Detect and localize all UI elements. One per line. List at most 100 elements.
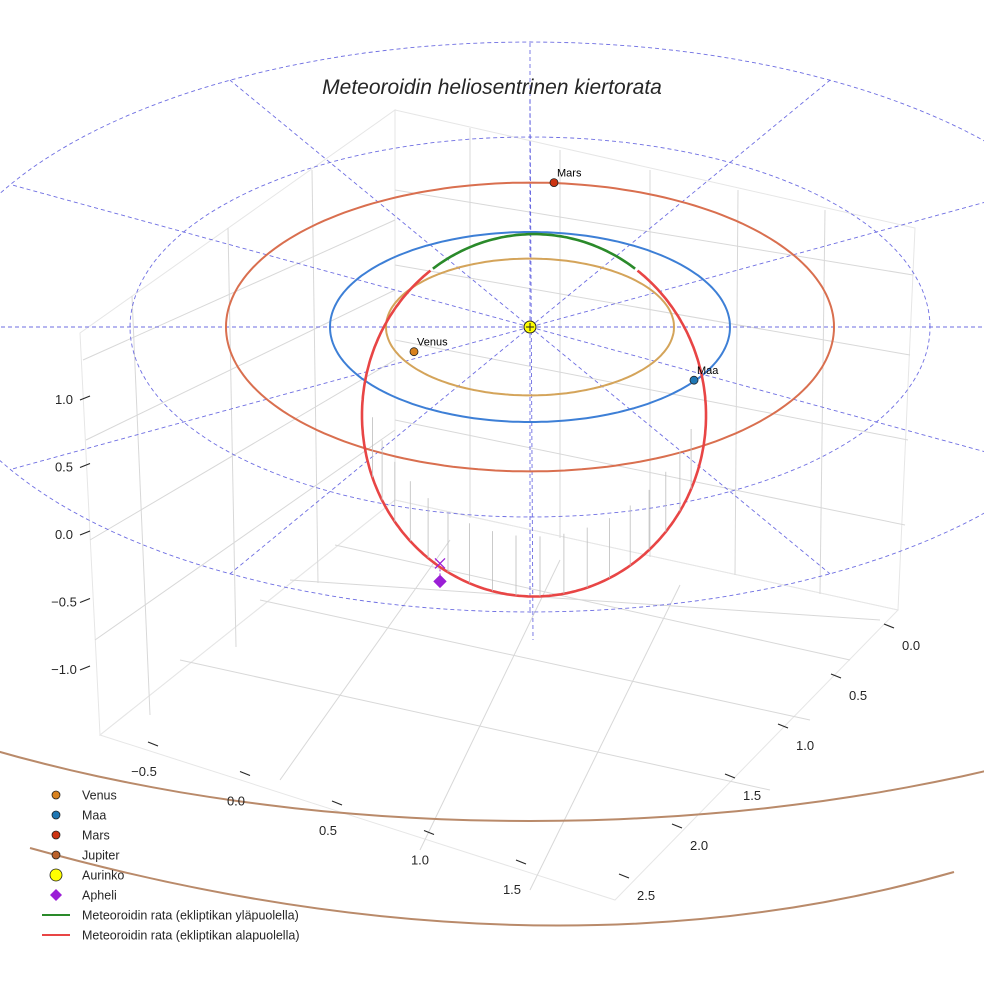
grid-floor-a xyxy=(179,659,771,791)
grid-left-horizontal xyxy=(94,429,396,641)
legend: Venus Maa Mars Jupiter Aurinko Apheli Meteoroi… xyxy=(42,789,299,943)
ecliptic-circle xyxy=(129,136,931,518)
y-axis-tick xyxy=(724,773,736,779)
grid-left-vertical xyxy=(131,295,151,716)
z-axis-tick-label: −0.5 xyxy=(51,595,77,610)
aphelion-projection-marker xyxy=(434,557,446,569)
x-axis-tick xyxy=(423,829,435,836)
ecliptic-spoke xyxy=(229,326,531,575)
pane-floor xyxy=(98,499,899,901)
y-axis-tick-label: 2.5 xyxy=(637,888,655,903)
z-axis-tick xyxy=(79,462,91,469)
grid-right-horizontal xyxy=(394,189,914,276)
planet-label-mars: Mars xyxy=(557,168,582,180)
y-axis-tick xyxy=(883,623,895,629)
x-axis-tick-label: 1.0 xyxy=(411,853,429,868)
grid-floor-a xyxy=(259,599,811,721)
legend-label: Mars xyxy=(82,829,110,843)
x-axis-tick-label: 0.5 xyxy=(319,823,337,838)
axis-ticks: −0.5 0.0 0.5 1.0 1.5 0.0 0.5 1.0 1.5 2.0 2.5 −1.0 −0… xyxy=(51,392,920,903)
grid-left-horizontal xyxy=(82,219,396,361)
z-axis-tick-label: 0.5 xyxy=(55,460,73,475)
meteoroid-orbit-above xyxy=(432,232,636,270)
planet-marker-mars xyxy=(549,178,559,188)
grid-left-horizontal xyxy=(89,359,396,541)
y-axis-tick-label: 2.0 xyxy=(690,838,708,853)
planet-marker-maa xyxy=(689,375,699,385)
ecliptic-spoke xyxy=(10,326,531,470)
orbit-markers: Venus Maa Mars xyxy=(409,168,719,589)
planet-label-maa: Maa xyxy=(697,365,719,377)
legend-label: Meteoroidin rata (ekliptikan yläpuolella… xyxy=(82,909,299,923)
z-axis-tick-label: 1.0 xyxy=(55,392,73,407)
grid-floor-b xyxy=(419,559,561,851)
legend-marker xyxy=(51,830,61,840)
orbit-maa xyxy=(328,231,731,423)
meteoroid-orbit xyxy=(360,232,708,598)
ecliptic-vertical-axis xyxy=(529,99,534,641)
legend-marker xyxy=(51,790,61,800)
legend-marker xyxy=(50,889,62,901)
sun-cross xyxy=(526,323,534,331)
y-axis-tick xyxy=(830,673,842,679)
ecliptic-spoke xyxy=(529,202,984,328)
legend-label: Aurinko xyxy=(82,869,124,883)
x-axis-tick-label: 0.0 xyxy=(227,794,245,809)
x-axis-tick xyxy=(147,741,159,747)
y-axis-tick xyxy=(618,873,630,879)
grid-right-horizontal xyxy=(394,264,911,356)
ecliptic-spoke xyxy=(529,79,831,328)
z-axis-tick xyxy=(79,665,91,671)
grid-floor-a xyxy=(334,544,851,661)
y-axis-tick xyxy=(777,723,789,729)
ecliptic-spoke xyxy=(229,79,531,328)
y-axis-tick-label: 1.0 xyxy=(796,738,814,753)
z-axis-tick-label: 0.0 xyxy=(55,527,73,542)
x-axis-tick xyxy=(239,770,251,777)
axes-gridlines xyxy=(82,128,914,891)
grid-right-vertical xyxy=(819,209,826,595)
chart-title: Meteoroidin heliosentrinen kiertorata xyxy=(322,76,662,99)
grid-floor-b xyxy=(289,579,881,621)
ecliptic-spoke xyxy=(529,326,831,575)
grid-right-horizontal xyxy=(394,419,906,526)
x-axis-tick xyxy=(331,800,343,806)
legend-label: Meteoroidin rata (ekliptikan alapuolella… xyxy=(82,929,299,943)
y-axis-tick-label: 0.5 xyxy=(849,688,867,703)
aphelion-marker xyxy=(433,574,447,589)
y-axis-tick-label: 0.0 xyxy=(902,638,920,653)
y-axis-tick-label: 1.5 xyxy=(743,788,761,803)
legend-label: Jupiter xyxy=(82,849,120,863)
y-axis-tick xyxy=(671,823,683,829)
legend-label: Maa xyxy=(82,809,106,823)
z-axis-tick xyxy=(79,530,91,536)
x-axis-tick-label: −0.5 xyxy=(131,764,157,779)
legend-marker xyxy=(51,810,61,820)
orbit-jupiter-arc xyxy=(29,847,955,927)
z-axis-tick-label: −1.0 xyxy=(51,662,77,677)
planet-orbits xyxy=(0,181,984,927)
grid-floor-b xyxy=(279,539,451,781)
meteoroid-orbit-below xyxy=(360,269,708,598)
x-axis-tick xyxy=(515,859,527,865)
legend-label: Apheli xyxy=(82,889,117,903)
grid-left-horizontal xyxy=(85,289,396,441)
grid-right-vertical xyxy=(734,189,739,576)
x-axis-tick-label: 1.5 xyxy=(503,882,521,897)
grid-floor-b xyxy=(529,584,681,891)
ecliptic-spoke xyxy=(529,326,984,452)
planet-label-venus: Venus xyxy=(417,337,448,349)
legend-label: Venus xyxy=(82,789,117,803)
legend-marker xyxy=(49,868,63,882)
grid-left-vertical xyxy=(311,169,319,584)
ecliptic-spoke xyxy=(10,184,531,328)
z-axis-tick xyxy=(79,597,91,604)
legend-marker xyxy=(51,850,61,860)
grid-right-horizontal xyxy=(394,339,909,441)
axes-panes xyxy=(79,109,916,901)
planet-marker-venus xyxy=(409,347,419,357)
z-axis-tick xyxy=(79,395,91,401)
orbit-venus xyxy=(384,257,675,397)
